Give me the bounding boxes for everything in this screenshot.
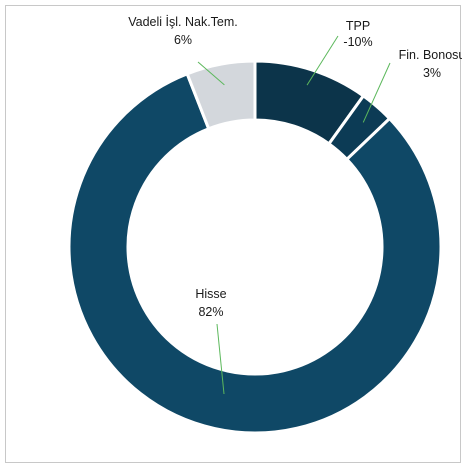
leader-tpp — [306, 35, 339, 86]
slice-vadeli — [185, 59, 257, 131]
label-fin-bonosu-name: Fin. Bonosu — [399, 48, 462, 62]
label-tpp-name: TPP — [346, 19, 370, 33]
leader-vadeli — [197, 61, 225, 86]
chart-frame: TPP -10% Fin. Bonosu 3% Hisse 82% Vadeli… — [5, 5, 462, 463]
label-hisse-name: Hisse — [195, 287, 226, 301]
label-vadeli-name: Vadeli İşl. Nak.Tem. — [128, 15, 238, 29]
slice-hisse — [67, 72, 443, 435]
label-fin-bonosu-value: 3% — [423, 66, 441, 80]
donut-chart: TPP -10% Fin. Bonosu 3% Hisse 82% Vadeli… — [67, 15, 462, 435]
leader-fin-bonosu — [362, 62, 391, 123]
label-tpp-value: -10% — [343, 35, 372, 49]
label-vadeli-value: 6% — [174, 33, 192, 47]
leader-hisse — [216, 323, 225, 395]
label-hisse-value: 82% — [198, 305, 223, 319]
